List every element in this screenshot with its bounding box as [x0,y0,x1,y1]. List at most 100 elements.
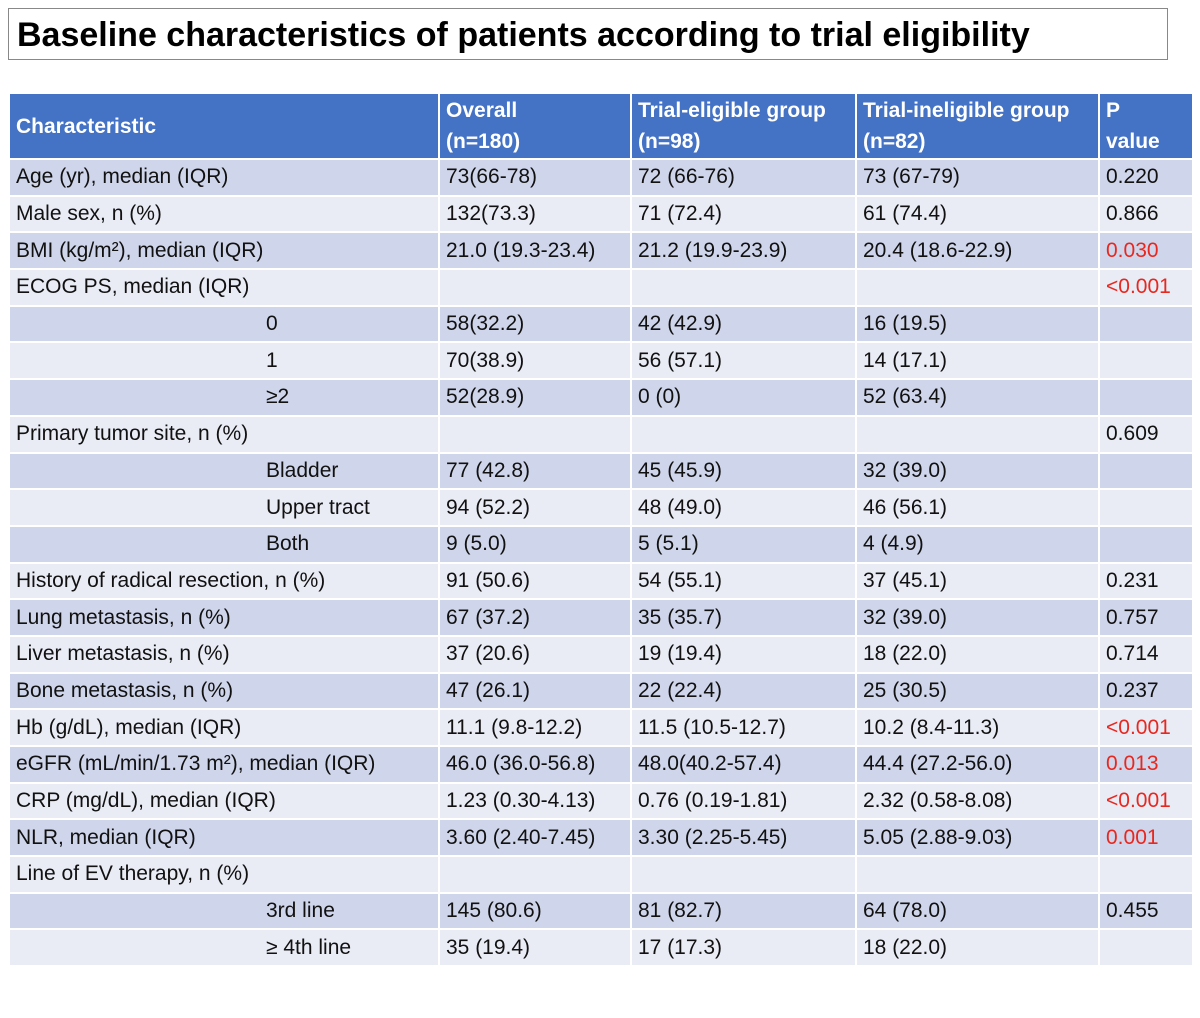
table-cell: 64 (78.0) [855,891,1100,931]
table-row: Primary tumor site, n (%) 0.609 [8,414,1194,454]
header-line: Characteristic [16,114,157,138]
table-cell [630,414,857,454]
header-line: (n=98) [638,130,701,153]
table-cell: 46.0 (36.0-56.8) [438,745,632,784]
table-cell: 0.609 [1098,414,1194,454]
table-cell: BMI (kg/m²), median (IQR) [8,231,440,271]
table-cell: 11.5 (10.5-12.7) [630,708,857,747]
table-cell: 22 (22.4) [630,671,857,711]
table-row: Lung metastasis, n (%) 67 (37.2) 35 (35.7)… [8,598,1194,637]
table-row: ≥ 4th line 35 (19.4) 17 (17.3) 18 (22.0) [8,928,1194,968]
table-cell [438,855,632,894]
table-cell: <0.001 [1098,708,1194,747]
table-cell: 10.2 (8.4-11.3) [855,708,1100,747]
table-cell: 32 (39.0) [855,451,1100,491]
table-row: Bone metastasis, n (%) 47 (26.1) 22 (22.4)… [8,671,1194,711]
table-cell: 3rd line [8,891,440,931]
table-cell: Age (yr), median (IQR) [8,158,440,197]
table-cell: 91 (50.6) [438,561,632,601]
column-header: Trial-ineligible group (n=82) [855,92,1100,160]
table-cell: 73(66-78) [438,158,632,197]
table-cell: 72 (66-76) [630,158,857,197]
table-cell: 1.23 (0.30-4.13) [438,781,632,821]
table-cell: 18 (22.0) [855,928,1100,968]
table-cell: 0.757 [1098,598,1194,637]
table-cell: 21.0 (19.3-23.4) [438,231,632,271]
table-cell: eGFR (mL/min/1.73 m²), median (IQR) [8,745,440,784]
table-cell [1098,855,1194,894]
table-cell: 9 (5.0) [438,524,632,564]
header-line: P [1106,99,1121,122]
table-cell: ECOG PS, median (IQR) [8,268,440,307]
table-row: Both 9 (5.0) 5 (5.1) 4 (4.9) [8,524,1194,564]
table-cell: 77 (42.8) [438,451,632,491]
table-row: ECOG PS, median (IQR) <0.001 [8,268,1194,307]
table-cell: 94 (52.2) [438,488,632,527]
table-cell: 35 (19.4) [438,928,632,968]
table-cell: 58(32.2) [438,304,632,344]
table-row: Bladder 77 (42.8) 45 (45.9) 32 (39.0) [8,451,1194,491]
table-cell: 35 (35.7) [630,598,857,637]
table-cell: 32 (39.0) [855,598,1100,637]
table-cell: Bone metastasis, n (%) [8,671,440,711]
table-cell: 81 (82.7) [630,891,857,931]
table-cell: Lung metastasis, n (%) [8,598,440,637]
header-line: value [1106,130,1160,153]
table-row: Hb (g/dL), median (IQR) 11.1 (9.8-12.2) 11… [8,708,1194,747]
table-cell: 52(28.9) [438,378,632,417]
table-cell: 44.4 (27.2-56.0) [855,745,1100,784]
table-cell: 48.0(40.2-57.4) [630,745,857,784]
table-cell: 25 (30.5) [855,671,1100,711]
table-cell: 61 (74.4) [855,194,1100,234]
table-cell: 0.030 [1098,231,1194,271]
table-cell: 19 (19.4) [630,634,857,674]
table-cell: 5 (5.1) [630,524,857,564]
table-cell [1098,341,1194,381]
header-row: Characteristic Overall (n=180) Trial-eligib… [8,92,1194,160]
table-cell: Primary tumor site, n (%) [8,414,440,454]
table-cell [855,268,1100,307]
table-cell: 42 (42.9) [630,304,857,344]
table-cell: 0.76 (0.19-1.81) [630,781,857,821]
table-cell: 132(73.3) [438,194,632,234]
title: Baseline characteristics of patients acc… [8,8,1168,60]
table-cell: 0.714 [1098,634,1194,674]
table-cell: 52 (63.4) [855,378,1100,417]
table-row: Upper tract 94 (52.2) 48 (49.0) 46 (56.1) [8,488,1194,527]
table-cell: 37 (45.1) [855,561,1100,601]
table-cell [438,414,632,454]
table-cell: Hb (g/dL), median (IQR) [8,708,440,747]
table-cell: 4 (4.9) [855,524,1100,564]
table-cell: 11.1 (9.8-12.2) [438,708,632,747]
table-cell [1098,304,1194,344]
table-cell [438,268,632,307]
table-cell: Upper tract [8,488,440,527]
table-row: CRP (mg/dL), median (IQR) 1.23 (0.30-4.13… [8,781,1194,821]
table-cell: 0.455 [1098,891,1194,931]
table-cell: 21.2 (19.9-23.9) [630,231,857,271]
table-row: ≥2 52(28.9) 0 (0) 52 (63.4) [8,378,1194,417]
table-cell: 3.60 (2.40-7.45) [438,818,632,858]
table: Characteristic Overall (n=180) Trial-eligib… [8,92,1194,968]
table-cell [630,268,857,307]
table-cell [1098,451,1194,491]
table-cell: 14 (17.1) [855,341,1100,381]
table-cell: 0.237 [1098,671,1194,711]
header-line: (n=180) [446,130,521,153]
table-cell: 0.231 [1098,561,1194,601]
table-cell [1098,378,1194,417]
table-row: eGFR (mL/min/1.73 m²), median (IQR) 46.0 … [8,745,1194,784]
table-cell: Both [8,524,440,564]
table-cell: 0.001 [1098,818,1194,858]
column-header: Characteristic [8,92,440,160]
table-cell: History of radical resection, n (%) [8,561,440,601]
table-cell: 16 (19.5) [855,304,1100,344]
table-cell: 145 (80.6) [438,891,632,931]
table-cell: 48 (49.0) [630,488,857,527]
table-row: NLR, median (IQR) 3.60 (2.40-7.45) 3.30 (2… [8,818,1194,858]
table-cell: 70(38.9) [438,341,632,381]
table-row: 3rd line 145 (80.6) 81 (82.7) 64 (78.0) 0.45… [8,891,1194,931]
table-cell: 0.220 [1098,158,1194,197]
table-body: Age (yr), median (IQR) 73(66-78) 72 (66-76… [8,158,1194,968]
